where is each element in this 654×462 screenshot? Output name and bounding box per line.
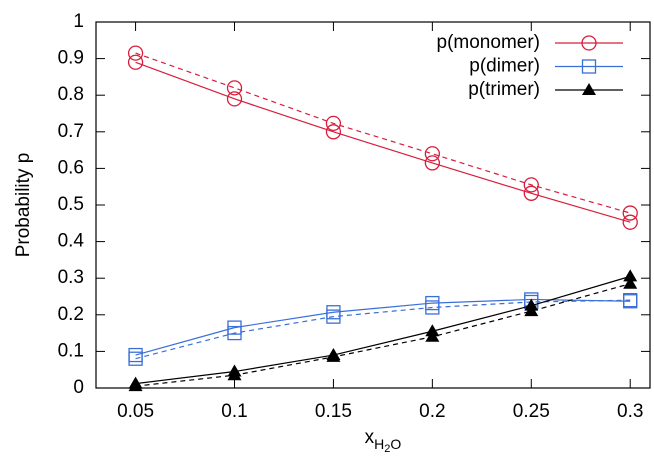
legend-label: p(monomer) xyxy=(437,32,540,53)
x-axis-label-subsub: 2 xyxy=(384,443,390,455)
y-tick-label: 0.6 xyxy=(58,157,84,178)
y-tick-label: 0.7 xyxy=(58,121,84,142)
point xyxy=(128,379,143,392)
x-axis-label-base: x xyxy=(365,427,375,448)
point xyxy=(623,293,638,308)
y-tick-label: 0.2 xyxy=(58,304,84,325)
point xyxy=(524,304,539,317)
y-tick-label: 0 xyxy=(73,377,84,398)
legend-marker xyxy=(581,59,597,74)
x-tick-label: 0.15 xyxy=(315,401,352,422)
series-line xyxy=(135,299,631,360)
x-tick-label: 0.25 xyxy=(513,401,550,422)
y-tick-label: 0.9 xyxy=(58,48,84,69)
point xyxy=(325,124,342,140)
x-tick-label: 0.2 xyxy=(419,401,445,422)
x-axis-label: xH2O xyxy=(365,427,402,455)
x-tick-label: 0.05 xyxy=(117,401,154,422)
point xyxy=(227,325,242,341)
x-axis-label-sub: H xyxy=(374,436,384,452)
point xyxy=(226,80,243,96)
x-tick-label: 0.3 xyxy=(617,401,643,422)
series-line xyxy=(135,61,631,223)
series-line xyxy=(135,283,631,387)
point xyxy=(622,205,638,221)
point xyxy=(326,309,341,324)
point xyxy=(623,276,638,289)
point xyxy=(326,349,341,362)
y-tick-label: 0.8 xyxy=(58,84,84,105)
legend-label: p(trimer) xyxy=(468,79,540,100)
y-axis-label: Probability p xyxy=(13,153,34,258)
point xyxy=(127,54,144,70)
legend-label: p(dimer) xyxy=(469,56,540,77)
plot-frame xyxy=(95,21,651,389)
x-tick-label: 0.1 xyxy=(221,401,247,422)
point xyxy=(226,91,243,107)
point xyxy=(425,329,440,342)
legend-marker xyxy=(581,35,597,51)
y-tick-label: 0.3 xyxy=(58,267,84,288)
legend-marker xyxy=(582,83,596,95)
point xyxy=(523,177,539,193)
y-tick-label: 0.4 xyxy=(58,231,85,252)
y-tick-label: 1 xyxy=(73,11,84,32)
point xyxy=(623,269,638,282)
point xyxy=(622,214,638,230)
series-line xyxy=(135,52,631,214)
point xyxy=(128,351,143,366)
point xyxy=(424,146,441,162)
point xyxy=(424,155,441,171)
point xyxy=(325,115,342,132)
y-tick-label: 0.5 xyxy=(58,194,84,215)
point xyxy=(127,45,144,61)
y-tick-label: 0.1 xyxy=(58,340,84,361)
point xyxy=(523,185,539,201)
x-axis-label-sub: O xyxy=(390,436,401,452)
point xyxy=(425,300,440,315)
series-line xyxy=(135,275,631,385)
series-line xyxy=(135,298,631,356)
point xyxy=(227,368,242,381)
